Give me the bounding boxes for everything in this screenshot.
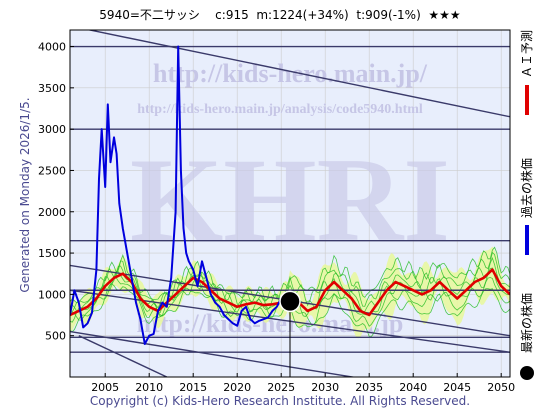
- actual-price-line: [70, 45, 284, 345]
- x-tick-label: 2050: [487, 381, 515, 394]
- legend-item: 過去の株価: [519, 158, 534, 255]
- legend-line-swatch: [525, 85, 529, 115]
- watermark-logo: KHRI: [130, 133, 450, 266]
- legend-label: ＡＩ予測: [520, 30, 534, 78]
- watermark-url-analysis: http://kids-hero.main.jp/analysis/code59…: [137, 102, 423, 117]
- watermark-url-top: http://kids-hero.main.jp/: [153, 59, 428, 88]
- trend-line: [86, 30, 510, 118]
- x-tick-label: 2045: [443, 381, 471, 394]
- copyright-footer: Copyright (c) Kids-Hero Research Institu…: [89, 394, 471, 408]
- legend-item: 最新の株価: [519, 293, 534, 380]
- y-tick-label: 2500: [38, 164, 66, 177]
- x-tick-label: 2030: [311, 381, 339, 394]
- trend-line: [78, 335, 168, 377]
- x-tick-label: 2015: [179, 381, 207, 394]
- generated-date-label: Generated on Monday 2026/1/5.: [18, 97, 32, 293]
- x-tick-label: 2010: [135, 381, 163, 394]
- legend-dot-icon: [520, 366, 534, 380]
- y-tick-label: 1500: [38, 247, 66, 260]
- stock-code: 5940=不二サッシ: [99, 8, 200, 22]
- y-tick-label: 4000: [38, 41, 66, 54]
- mean-price: m:1224(+34%): [256, 8, 349, 22]
- forecast-band-line: [70, 251, 510, 313]
- target-price: t:909(-1%): [356, 8, 421, 22]
- latest-price-dot: [279, 290, 301, 313]
- y-tick-label: 1000: [38, 288, 66, 301]
- plot-frame: [69, 29, 511, 378]
- x-tick-label: 2035: [355, 381, 383, 394]
- x-tick-label: 2025: [267, 381, 295, 394]
- trend-line: [70, 330, 357, 377]
- legend-line-swatch: [525, 225, 529, 255]
- y-tick-label: 3000: [38, 123, 66, 136]
- legend-item: ＡＩ予測: [520, 30, 534, 115]
- legend-label: 過去の株価: [519, 158, 534, 218]
- x-tick-label: 2040: [399, 381, 427, 394]
- y-tick-label: 2000: [38, 206, 66, 219]
- current-price: c:915: [215, 8, 249, 22]
- chart-header: 5940=不二サッシ c:915 m:1224(+34%) t:909(-1%)…: [0, 6, 560, 23]
- legend-label: 最新の株価: [519, 293, 534, 353]
- rating-stars: ★★★: [428, 8, 461, 22]
- y-tick-label: 3500: [38, 82, 66, 95]
- x-tick-label: 2005: [91, 381, 119, 394]
- y-tick-label: 500: [45, 330, 66, 343]
- x-tick-label: 2020: [223, 381, 251, 394]
